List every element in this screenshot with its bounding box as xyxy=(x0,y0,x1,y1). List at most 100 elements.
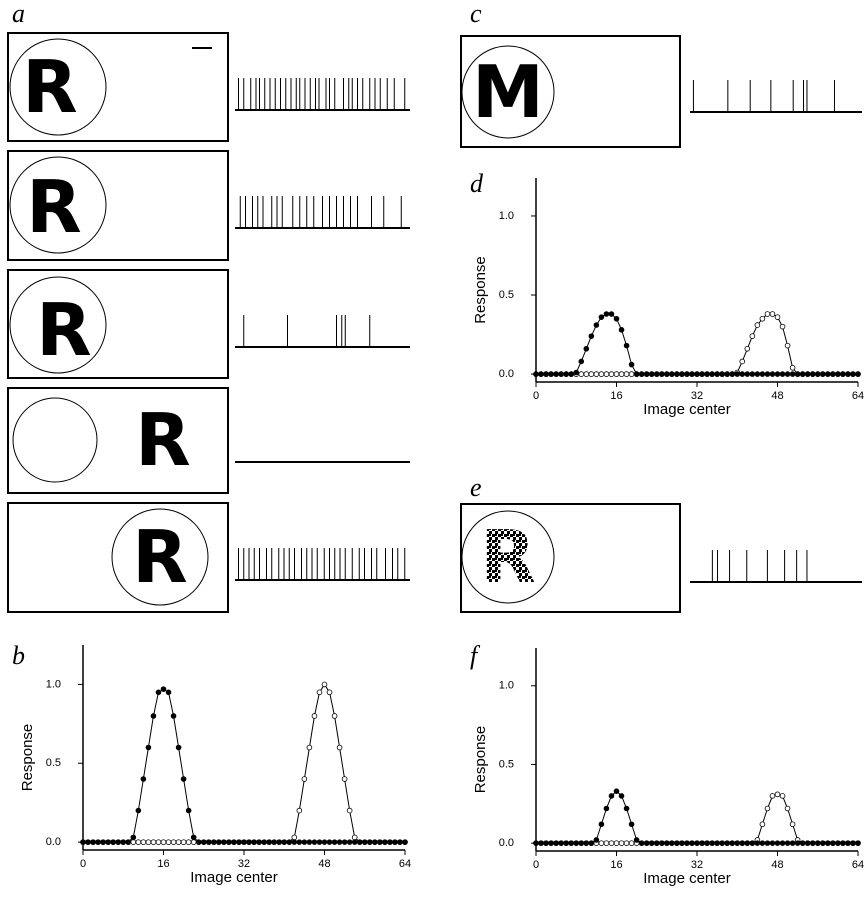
data-point xyxy=(689,840,695,846)
panel-label: e xyxy=(470,473,482,502)
receptive-field xyxy=(9,38,107,136)
data-point xyxy=(578,840,585,846)
data-point xyxy=(809,840,816,846)
data-point xyxy=(754,840,761,846)
data-point xyxy=(774,371,781,377)
data-point xyxy=(603,311,610,317)
data-point xyxy=(392,839,398,845)
data-point xyxy=(583,345,590,352)
panel-label: d xyxy=(470,169,484,198)
data-point xyxy=(331,713,338,719)
x-tick-label: 0 xyxy=(533,390,539,402)
data-point xyxy=(145,744,152,751)
data-point xyxy=(714,840,720,846)
data-point xyxy=(830,371,836,377)
data-point xyxy=(95,839,101,845)
data-point xyxy=(814,371,821,377)
data-point xyxy=(799,371,806,377)
data-point xyxy=(779,323,786,330)
data-point xyxy=(729,840,736,846)
data-point xyxy=(608,840,615,846)
data-point xyxy=(608,371,615,377)
data-point xyxy=(286,839,293,845)
data-point xyxy=(603,840,610,846)
data-point xyxy=(628,840,635,846)
data-point xyxy=(633,371,640,377)
data-point xyxy=(809,371,816,377)
data-point xyxy=(578,358,585,365)
x-tick-label: 16 xyxy=(610,859,622,871)
data-point xyxy=(819,840,826,846)
data-point xyxy=(779,840,786,846)
data-point xyxy=(674,840,680,846)
data-point xyxy=(658,840,665,846)
data-point xyxy=(583,840,590,846)
data-point xyxy=(130,839,137,845)
data-point xyxy=(819,371,826,377)
data-point xyxy=(669,840,675,846)
data-point xyxy=(150,713,157,719)
data-point xyxy=(648,371,655,377)
series-line xyxy=(536,313,858,375)
data-point xyxy=(664,371,670,377)
data-point xyxy=(825,371,831,377)
data-point xyxy=(734,371,741,377)
data-point xyxy=(764,311,771,317)
data-point xyxy=(276,839,283,845)
data-point xyxy=(175,839,182,845)
data-point xyxy=(291,839,298,845)
data-point xyxy=(593,322,600,328)
data-point xyxy=(729,371,736,377)
series-line xyxy=(536,790,858,844)
data-point xyxy=(205,839,212,845)
x-tick-label: 32 xyxy=(238,858,250,870)
x-tick-label: 48 xyxy=(771,390,783,402)
data-point xyxy=(351,839,358,845)
y-tick-label: 0.5 xyxy=(46,757,61,769)
stimulus-frame xyxy=(7,32,229,142)
y-tick-label: 0.5 xyxy=(499,289,514,301)
data-point xyxy=(593,837,600,843)
data-point xyxy=(784,840,791,846)
data-point xyxy=(185,839,192,845)
data-point xyxy=(628,361,635,368)
data-point xyxy=(200,839,207,845)
data-point xyxy=(669,371,675,377)
data-point xyxy=(784,805,791,812)
data-point xyxy=(754,371,761,377)
data-point xyxy=(789,821,796,828)
stimulus-frame xyxy=(7,387,229,494)
x-axis-label: Image center xyxy=(643,870,731,887)
data-point xyxy=(558,371,564,377)
stimulus-letter: R xyxy=(132,515,187,599)
data-point xyxy=(638,840,645,846)
data-point xyxy=(180,776,187,782)
data-point xyxy=(658,371,665,377)
data-point xyxy=(643,840,650,846)
y-tick-label: 1.0 xyxy=(499,680,514,692)
x-tick-label: 0 xyxy=(80,858,86,870)
data-point xyxy=(145,839,152,845)
data-point xyxy=(382,839,388,845)
data-point xyxy=(160,686,167,692)
data-point xyxy=(779,793,786,799)
data-point xyxy=(538,840,544,846)
data-point xyxy=(336,839,343,845)
data-point xyxy=(140,776,147,782)
data-point xyxy=(704,840,710,846)
data-point xyxy=(306,839,313,845)
data-point xyxy=(724,840,730,846)
data-point xyxy=(543,371,549,377)
data-point xyxy=(603,805,610,812)
data-point xyxy=(759,315,766,322)
panel-label: a xyxy=(12,0,25,28)
data-point xyxy=(608,311,615,317)
series-line xyxy=(83,688,405,843)
data-point xyxy=(679,371,685,377)
stimulus-letter: R xyxy=(22,45,77,129)
data-point xyxy=(563,840,569,846)
data-point xyxy=(593,371,600,377)
data-point xyxy=(563,371,569,377)
x-tick-label: 48 xyxy=(771,859,783,871)
